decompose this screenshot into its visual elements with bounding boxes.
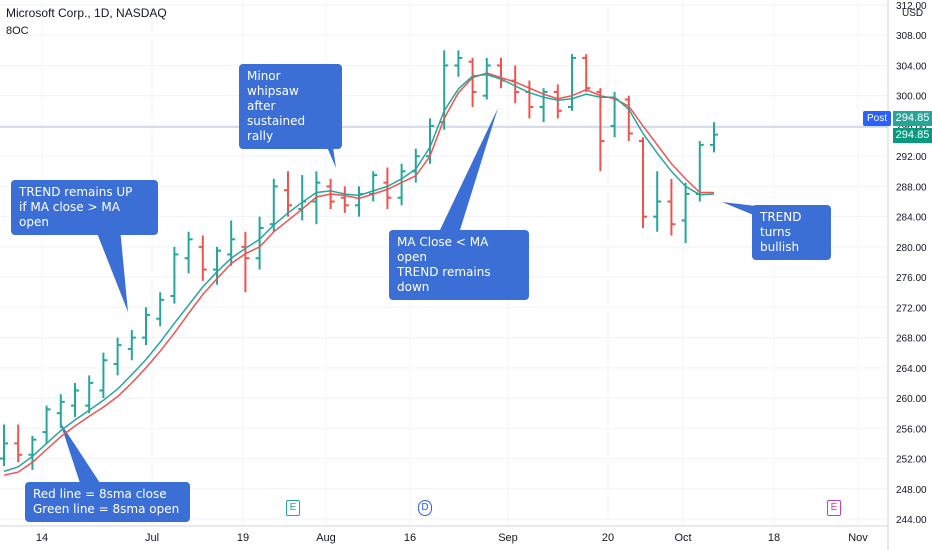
ohlc-bar	[241, 231, 250, 293]
x-tick-label: Jul	[145, 532, 159, 544]
y-tick-label: 280.00	[896, 243, 927, 254]
y-tick-label: 268.00	[896, 334, 927, 345]
x-tick-label: 16	[404, 532, 416, 544]
ohlc-bar	[383, 167, 392, 210]
ohlc-bar	[71, 382, 79, 417]
ohlc-bar	[497, 57, 505, 89]
x-tick-label: 18	[768, 532, 780, 544]
y-tick-label: 284.00	[896, 213, 927, 224]
ohlc-bar	[397, 163, 406, 206]
ohlc-bar	[624, 95, 633, 142]
x-axis[interactable]: 14 Jul 19 Aug 16 Sep 20 Oct 18 Nov	[0, 525, 888, 544]
ohlc-bar	[156, 292, 165, 327]
sma-lines	[3, 72, 715, 476]
ohlc-bar	[42, 405, 51, 444]
y-tick-label: 260.00	[896, 394, 927, 405]
y-tick-label: 312.00	[896, 1, 927, 12]
y-tick-label: 288.00	[896, 182, 927, 193]
ohlc-bar	[298, 175, 307, 221]
sma-close-line	[3, 72, 714, 476]
ohlc-bar	[56, 394, 65, 429]
y-tick-label: 308.00	[896, 31, 927, 42]
ohlc-bar	[85, 375, 94, 414]
x-tick-label: Aug	[316, 532, 336, 544]
annotation-ma-close: MA Close < MA open TREND remains down	[389, 230, 529, 300]
x-tick-label: Nov	[848, 532, 868, 544]
ohlc-bars	[0, 50, 718, 470]
ohlc-bar	[681, 182, 690, 244]
y-axis[interactable]: 244.00 248.00 252.00 256.00 260.00 264.00 268.…	[887, 0, 927, 550]
ohlc-bar	[255, 216, 264, 270]
ohlc-bar	[14, 424, 23, 463]
ohlc-bar	[184, 231, 193, 274]
ohlc-bar	[170, 246, 179, 304]
y-tick-label: 248.00	[896, 485, 927, 496]
x-tick-label: Oct	[674, 532, 691, 544]
ohlc-bar	[198, 235, 207, 281]
y-tick-label: 256.00	[896, 424, 927, 435]
y-tick-label: 292.00	[896, 152, 927, 163]
callout-tails	[60, 108, 756, 483]
annotation-legend: Red line = 8sma close Green line = 8sma …	[25, 482, 190, 522]
annotation-whipsaw: Minor whipsaw after sustained rally	[239, 64, 342, 149]
ohlc-bar	[28, 435, 37, 470]
y-tick-label: 272.00	[896, 303, 927, 314]
ohlc-bar	[710, 122, 718, 153]
y-tick-label: 244.00	[896, 515, 927, 526]
ohlc-bar	[568, 54, 576, 111]
ohlc-bar	[355, 186, 363, 217]
indicator-label[interactable]: 8OC	[6, 25, 29, 37]
y-tick-label: 296.00	[896, 122, 927, 133]
ohlc-bar	[0, 424, 8, 467]
ohlc-bar	[482, 57, 491, 100]
sma-open-line	[3, 73, 715, 473]
y-tick-label: 276.00	[896, 273, 927, 284]
x-tick-label: 20	[602, 532, 614, 544]
ohlc-bar	[667, 178, 676, 236]
ohlc-bar	[284, 171, 292, 217]
currency-label[interactable]: USD	[902, 8, 924, 19]
ohlc-bar	[127, 330, 136, 361]
y-tick-label: 300.00	[896, 92, 927, 103]
x-tick-label: Sep	[498, 532, 518, 544]
ohlc-bar	[269, 178, 278, 232]
y-tick-label: 264.00	[896, 364, 927, 375]
ohlc-bar	[142, 307, 150, 346]
ohlc-bar	[596, 88, 605, 172]
ohlc-bar	[468, 57, 477, 108]
symbol-title[interactable]: Microsoft Corp., 1D, NASDAQ	[6, 6, 167, 20]
close-price-badge: 294.85	[893, 128, 932, 143]
x-tick-label: 14	[36, 532, 48, 544]
ohlc-bar	[113, 337, 122, 376]
ohlc-bar	[99, 352, 108, 399]
earnings-marker-icon[interactable]: E	[286, 500, 300, 516]
y-tick-label: 304.00	[896, 61, 927, 72]
post-market-badge: Post	[863, 111, 891, 126]
ohlc-bar	[340, 186, 349, 213]
ohlc-bar	[582, 54, 591, 92]
x-tick-label: 19	[237, 532, 249, 544]
ohlc-bar	[653, 171, 662, 232]
earnings-marker-future-icon[interactable]: E	[827, 500, 841, 516]
ohlc-bar	[454, 50, 463, 77]
annotation-trend-up: TREND remains UP if MA close > MA open	[11, 180, 158, 235]
ohlc-bar	[553, 84, 562, 119]
last-price-badge: 294.85	[893, 111, 932, 126]
y-tick-label: 252.00	[896, 455, 927, 466]
ohlc-bar	[639, 137, 647, 228]
dividend-marker-icon[interactable]: D	[418, 500, 432, 516]
annotation-trend-bullish: TREND turns bullish	[752, 205, 831, 260]
